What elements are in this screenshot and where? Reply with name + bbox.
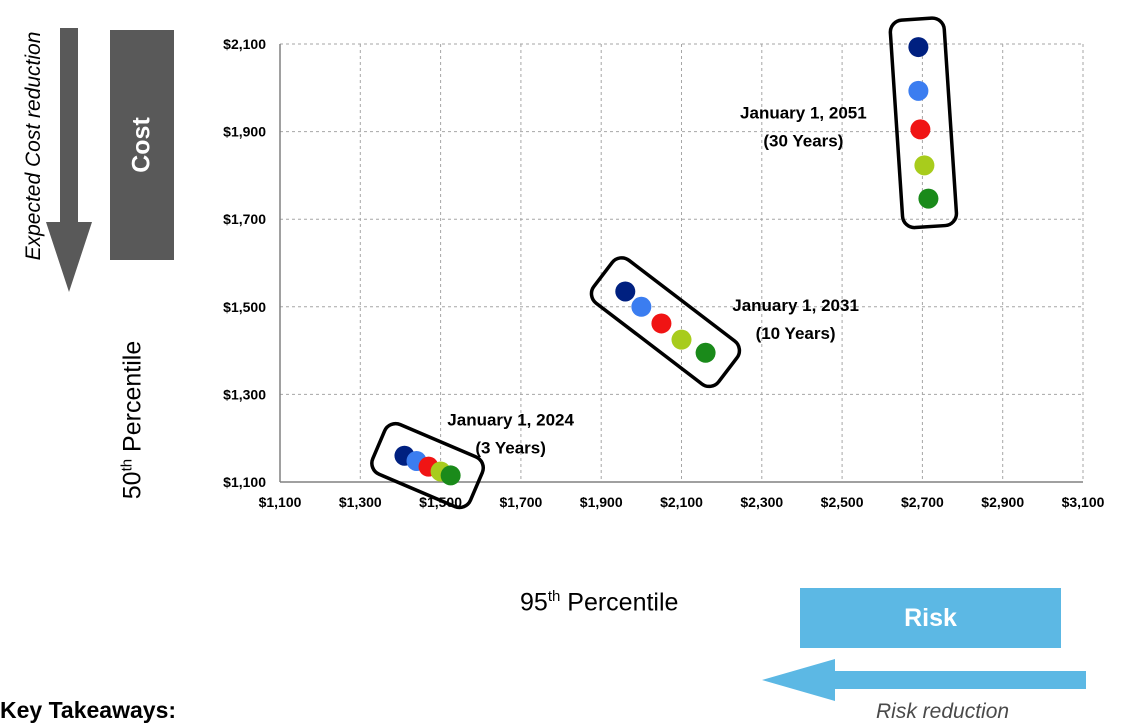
x-tick-label: $2,900 [981, 494, 1024, 510]
group-box [888, 16, 959, 230]
grid-lines [280, 43, 1084, 482]
x-tick-label: $3,100 [1062, 494, 1105, 510]
risk-label-box: Risk [800, 588, 1061, 648]
x-tick-label: $1,700 [499, 494, 542, 510]
group-horizon-label: (10 Years) [756, 324, 836, 343]
y-tick-label: $1,100 [223, 474, 266, 490]
data-point [631, 296, 652, 317]
data-point [651, 313, 672, 334]
data-point [910, 119, 931, 140]
point-group: January 1, 2024 (3 Years) [370, 411, 574, 510]
x-axis-label-sup: th [547, 588, 561, 605]
group-horizon-label: (30 Years) [763, 131, 843, 150]
y-tick-label: $1,300 [223, 386, 266, 402]
data-point [440, 465, 461, 486]
cost-arrow [46, 28, 92, 292]
x-tick-label: $2,500 [821, 494, 864, 510]
data-point [914, 155, 935, 176]
group-box [370, 421, 485, 510]
cost-label-box: Cost [110, 30, 174, 260]
point-group: January 1, 2031 (10 Years) [589, 256, 859, 389]
x-tick-label: $1,300 [339, 494, 382, 510]
x-tick-label: $2,300 [740, 494, 783, 510]
data-point [615, 281, 636, 302]
y-tick-label: $2,100 [223, 36, 266, 52]
group-horizon-label: (3 Years) [475, 439, 546, 458]
x-axis-label-number: 95 [520, 588, 548, 617]
risk-reduction-caption: Risk reduction [876, 700, 1010, 723]
y-axis-label-sup: th [118, 458, 136, 472]
data-point [918, 188, 939, 209]
y-axis-label: 50th Percentile [118, 341, 147, 499]
cost-reduction-caption: Expected Cost reduction [22, 31, 45, 261]
risk-label: Risk [904, 603, 957, 632]
y-axis-label-number: 50 [118, 471, 147, 500]
group-box [589, 256, 742, 389]
tick-labels: $1,100 $1,300 $1,500 $1,700 $1,900 $2,100 $2,3… [223, 36, 1104, 510]
x-axis-label: 95th Percentile [520, 588, 678, 617]
point-groups: January 1, 2024 (3 Years) January 1, 2031 (… [370, 16, 959, 510]
group-date-label: January 1, 2024 [447, 411, 574, 430]
x-tick-label: $2,700 [901, 494, 944, 510]
y-tick-label: $1,900 [223, 124, 266, 140]
x-tick-label: $1,100 [259, 494, 302, 510]
x-axis-label-text: Percentile [560, 588, 679, 617]
cost-label: Cost [127, 117, 156, 173]
y-tick-label: $1,500 [223, 299, 266, 315]
point-group: January 1, 2051 (30 Years) [740, 16, 959, 230]
x-tick-label: $1,900 [580, 494, 623, 510]
risk-arrow [762, 659, 1086, 701]
group-date-label: January 1, 2031 [732, 296, 859, 315]
y-axis-label-text: Percentile [118, 340, 147, 459]
x-tick-label: $2,100 [660, 494, 703, 510]
data-point [908, 80, 929, 101]
key-takeaways-heading: Key Takeaways: [0, 697, 177, 723]
group-date-label: January 1, 2051 [740, 103, 867, 122]
data-point [908, 37, 929, 58]
data-point [671, 329, 692, 350]
y-tick-label: $1,700 [223, 211, 266, 227]
data-point [695, 342, 716, 363]
axes [279, 44, 1083, 483]
